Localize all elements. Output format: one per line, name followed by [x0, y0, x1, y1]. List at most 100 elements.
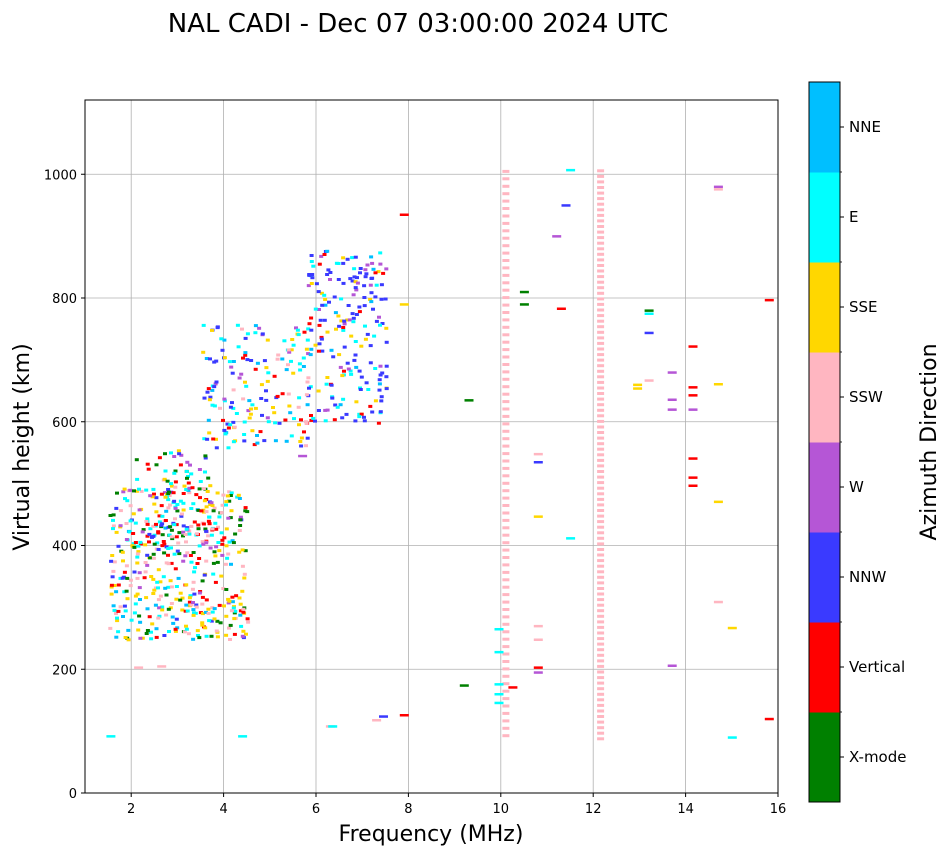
echo-column-point — [502, 578, 510, 582]
echo-point — [253, 324, 258, 328]
echo-point — [211, 561, 216, 565]
echo-point — [194, 603, 199, 607]
echo-point — [214, 545, 219, 549]
echo-point — [143, 570, 148, 574]
echo-point — [264, 398, 269, 402]
echo-point — [384, 326, 389, 330]
echo-column-point — [597, 247, 605, 251]
echo-point — [230, 539, 235, 543]
y-tick-label: 0 — [69, 787, 77, 802]
echo-point — [552, 235, 562, 238]
echo-point — [313, 307, 318, 311]
echo-point — [309, 316, 314, 320]
echo-column-point — [502, 311, 510, 314]
echo-column-point — [597, 503, 605, 507]
echo-column-point — [597, 614, 605, 618]
echo-point — [151, 524, 156, 528]
echo-point — [340, 416, 345, 420]
echo-point — [307, 322, 312, 326]
echo-point — [201, 323, 206, 327]
echo-column-point — [502, 719, 510, 723]
echo-column-point — [502, 674, 510, 678]
echo-point — [154, 510, 159, 514]
echo-point — [143, 561, 148, 564]
echo-point — [667, 398, 677, 401]
echo-point — [133, 541, 138, 544]
echo-point — [311, 264, 316, 268]
echo-point — [167, 630, 171, 633]
echo-point — [111, 524, 116, 528]
echo-point — [123, 497, 127, 501]
echo-point — [301, 356, 306, 360]
echo-point — [222, 356, 227, 360]
echo-column-point — [597, 364, 605, 368]
echo-column-point — [502, 229, 510, 233]
echo-point — [369, 255, 374, 259]
echo-point — [196, 527, 201, 531]
echo-point — [221, 418, 225, 422]
echo-column-point — [502, 437, 510, 441]
echo-point — [205, 490, 210, 493]
echo-point — [229, 609, 234, 613]
echo-point — [132, 611, 137, 615]
echo-point — [212, 617, 217, 621]
echo-point — [118, 524, 123, 528]
echo-column-point — [597, 681, 605, 685]
echo-point — [160, 605, 165, 609]
echo-point — [231, 440, 236, 444]
echo-point — [144, 520, 149, 523]
echo-point — [294, 326, 298, 330]
echo-point — [164, 509, 169, 513]
echo-point — [162, 477, 167, 481]
echo-point — [248, 412, 253, 416]
echo-point — [297, 362, 302, 366]
echo-point — [255, 434, 259, 437]
echo-column-point — [502, 303, 510, 307]
echo-point — [163, 586, 168, 590]
echo-point — [354, 365, 359, 369]
echo-point — [266, 371, 271, 375]
echo-point — [201, 350, 206, 354]
echo-point — [169, 484, 174, 488]
echo-point — [224, 500, 229, 504]
echo-point — [688, 345, 698, 348]
echo-column-point — [597, 648, 605, 652]
echo-point — [133, 594, 138, 598]
echo-point — [137, 571, 142, 575]
echo-point — [207, 515, 212, 519]
echo-point — [122, 590, 127, 594]
echo-column-point — [597, 297, 605, 301]
echo-point — [200, 579, 205, 583]
echo-column-point — [597, 197, 605, 201]
echo-point — [184, 624, 188, 628]
x-tick-label: 12 — [585, 802, 602, 817]
echo-point — [240, 589, 245, 593]
echo-point — [353, 353, 358, 357]
echo-point — [115, 491, 119, 495]
echo-point — [237, 596, 242, 600]
echo-column-point — [502, 489, 510, 493]
echo-point — [370, 276, 375, 280]
echo-point — [198, 480, 203, 483]
echo-point — [633, 387, 643, 390]
x-tick-label: 8 — [404, 802, 412, 817]
echo-point — [174, 617, 179, 621]
echo-column-point — [597, 403, 605, 407]
echo-point — [169, 546, 173, 550]
echo-point — [345, 361, 350, 365]
echo-column-point — [502, 363, 510, 366]
echo-point — [121, 575, 126, 579]
echo-point — [192, 570, 197, 574]
echo-point — [140, 636, 145, 640]
echo-point — [339, 319, 344, 323]
echo-point — [116, 630, 121, 634]
echo-point — [354, 313, 359, 316]
echo-point — [644, 331, 654, 335]
echo-column-point — [502, 251, 510, 255]
echo-point — [226, 597, 231, 601]
echo-point — [200, 540, 205, 544]
echo-point — [166, 585, 171, 589]
echo-point — [311, 416, 316, 420]
echo-point — [224, 614, 229, 618]
echo-point — [133, 521, 138, 525]
